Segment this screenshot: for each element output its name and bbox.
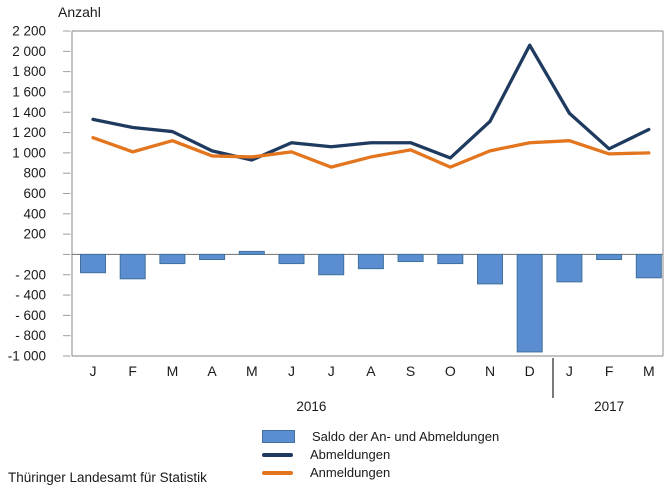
month-label-13: F [605,363,614,379]
month-label-12: J [566,363,573,379]
year-label-2017: 2017 [594,399,624,414]
saldo-bar-J-5 [278,253,305,265]
month-label-8: S [406,363,415,379]
saldo-bar-swatch-icon [262,430,295,443]
saldo-bar-J-0 [80,253,106,274]
month-label-3: A [207,363,217,379]
month-label-5: J [288,363,295,379]
saldo-bar-S-8 [397,253,424,263]
month-label-0: J [90,363,97,379]
saldo-bar-J-12 [556,253,583,283]
month-label-7: A [366,363,376,379]
saldo-bar-M-2 [159,253,186,265]
month-label-6: J [328,363,335,379]
month-label-4: M [246,363,258,379]
y-axis-title: Anzahl [58,4,101,20]
year-label-2016: 2016 [296,399,326,414]
legend-label-abmeldungen: Abmeldungen [310,447,391,462]
y-tick-label: 2 200 [12,24,46,39]
y-tick-label: 1 800 [12,64,46,79]
legend-item-saldo: Saldo der An- und Abmeldungen [262,429,499,444]
saldo-bar-O-9 [437,253,464,265]
abmeldungen-line [91,43,651,162]
y-tick-label: 1 200 [12,125,46,140]
legend-label-saldo: Saldo der An- und Abmeldungen [312,429,500,444]
month-label-14: M [643,363,655,379]
y-tick-label: 2 000 [12,44,46,59]
y-tick-label: 1 400 [12,105,46,120]
source-text: Thüringer Landesamt für Statistik [8,470,207,485]
y-tick-label: 800 [23,166,46,181]
saldo-bar-N-10 [477,253,503,285]
month-label-9: O [445,363,456,379]
month-label-1: F [128,363,137,379]
plot-borders [71,30,664,357]
saldo-bar-A-3 [199,253,226,261]
legend: Saldo der An- und Abmeldungen Abmeldunge… [262,429,499,480]
legend-label-anmeldungen: Anmeldungen [310,465,391,480]
saldo-bars [80,250,662,353]
y-axis-ticks: -1 000 - 800 - 600 - 400 - 200 200 400 600 800 1 … [8,24,71,364]
anmeldungen-line-swatch-icon [262,470,293,475]
y-tick-label: 600 [23,186,46,201]
anmeldungen-line [91,135,651,169]
saldo-bar-J-6 [318,253,345,276]
y-tick-label: - 600 [15,308,46,323]
legend-item-anmeldungen: Anmeldungen [262,465,499,480]
y-tick-label: -1 000 [8,349,46,364]
abmeldungen-line-swatch-icon [262,452,293,457]
saldo-bar-A-7 [357,253,384,270]
saldo-bar-M-14 [635,253,662,279]
y-tick-label: 400 [23,206,46,221]
month-label-2: M [167,363,179,379]
saldo-bar-F-13 [596,253,623,261]
saldo-bar-F-1 [119,253,146,280]
legend-item-abmeldungen: Abmeldungen [262,447,499,462]
saldo-bar-M-4 [238,250,265,255]
y-tick-label: 200 [23,227,46,242]
month-label-11: D [525,363,535,379]
y-tick-label: - 800 [15,328,46,343]
y-tick-label: 1 600 [12,84,46,99]
y-tick-label: - 400 [15,288,46,303]
month-label-10: N [485,363,495,379]
saldo-bar-D-11 [516,253,543,353]
y-tick-label: - 200 [15,267,46,282]
y-tick-label: 1 000 [12,145,46,160]
